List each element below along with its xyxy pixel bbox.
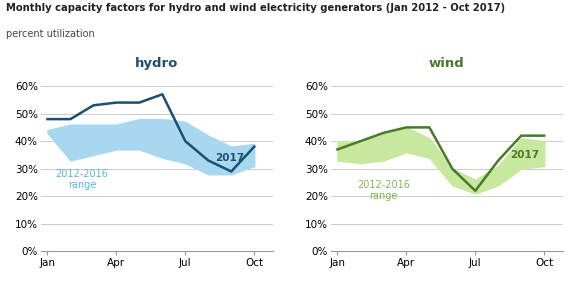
Text: Monthly capacity factors for hydro and wind electricity generators (Jan 2012 - O: Monthly capacity factors for hydro and w… (6, 3, 505, 13)
Text: percent utilization: percent utilization (6, 29, 95, 39)
Text: 2012-2016
range: 2012-2016 range (357, 180, 410, 201)
Text: 2012-2016
range: 2012-2016 range (56, 169, 108, 190)
Text: 2017: 2017 (510, 150, 539, 160)
Title: wind: wind (429, 57, 465, 70)
Title: hydro: hydro (135, 57, 178, 70)
Text: 2017: 2017 (215, 153, 244, 163)
